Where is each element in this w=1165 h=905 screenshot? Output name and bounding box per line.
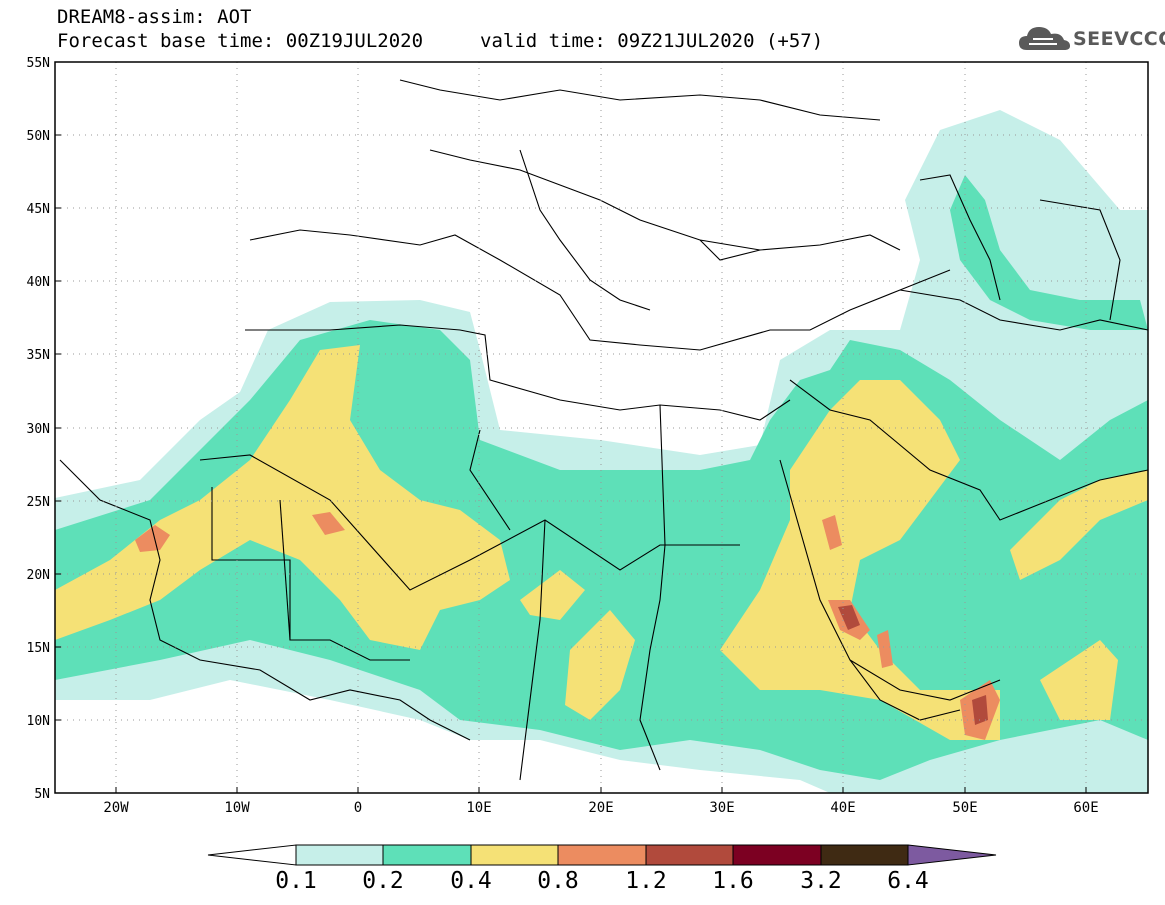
lon-label: 0 <box>354 800 362 816</box>
lat-label: 30N <box>27 422 50 437</box>
coastlines <box>59 79 1148 781</box>
colorbar-swatch <box>558 845 646 865</box>
colorbar-swatch <box>471 845 558 865</box>
colorbar-label: 1.2 <box>625 868 667 894</box>
map-title: DREAM8-assim: AOT <box>57 6 252 28</box>
colorbar-swatch <box>821 845 908 865</box>
colorbar-label: 1.6 <box>712 868 754 894</box>
valid-time: valid time: 09Z21JUL2020 (+57) <box>480 30 824 52</box>
colorbar-swatch <box>296 845 383 865</box>
lon-label: 50E <box>952 800 977 816</box>
colorbar-swatch <box>646 845 733 865</box>
colorbar-label: 3.2 <box>800 868 842 894</box>
lon-label: 10E <box>466 800 491 816</box>
axis-ticks <box>55 61 1087 793</box>
colorbar-swatch <box>383 845 471 865</box>
lon-label: 30E <box>709 800 734 816</box>
lon-label: 20W <box>103 800 129 816</box>
lat-label: 10N <box>27 714 50 729</box>
colorbar-swatch <box>733 845 821 865</box>
colorbar-label: 0.1 <box>275 868 317 894</box>
logo-text: SEEVCCC <box>1073 28 1165 50</box>
lat-label: 25N <box>27 495 50 510</box>
lon-label: 60E <box>1073 800 1098 816</box>
lat-label: 55N <box>27 56 50 71</box>
lon-label: 20E <box>588 800 613 816</box>
lat-label: 5N <box>34 787 50 802</box>
lat-label: 50N <box>27 129 50 144</box>
latitude-labels: 55N 50N 45N 40N 35N 30N 25N 20N 15N 10N … <box>27 56 50 802</box>
colorbar-high-arrow <box>908 845 996 865</box>
forecast-base-time: Forecast base time: 00Z19JUL2020 <box>57 30 424 52</box>
lat-label: 40N <box>27 275 50 290</box>
lat-label: 35N <box>27 348 50 363</box>
gridlines <box>55 62 1148 793</box>
colorbar-low-arrow <box>207 844 297 866</box>
colorbar-label: 0.8 <box>537 868 579 894</box>
seevccc-logo: SEEVCCC <box>1017 22 1165 58</box>
colorbar-label: 6.4 <box>887 868 929 894</box>
lat-label: 45N <box>27 202 50 217</box>
colorbar <box>207 844 997 866</box>
colorbar-label: 0.2 <box>362 868 404 894</box>
colorbar-label: 0.4 <box>450 868 492 894</box>
longitude-labels: 20W 10W 0 10E 20E 30E 40E 50E 60E <box>103 800 1098 816</box>
lat-label: 20N <box>27 568 50 583</box>
aot-map: 55N 50N 45N 40N 35N 30N 25N 20N 15N 10N … <box>27 56 1149 816</box>
lon-label: 40E <box>830 800 855 816</box>
lon-label: 10W <box>224 800 250 816</box>
cloud-icon <box>1019 27 1070 50</box>
lat-label: 15N <box>27 641 50 656</box>
